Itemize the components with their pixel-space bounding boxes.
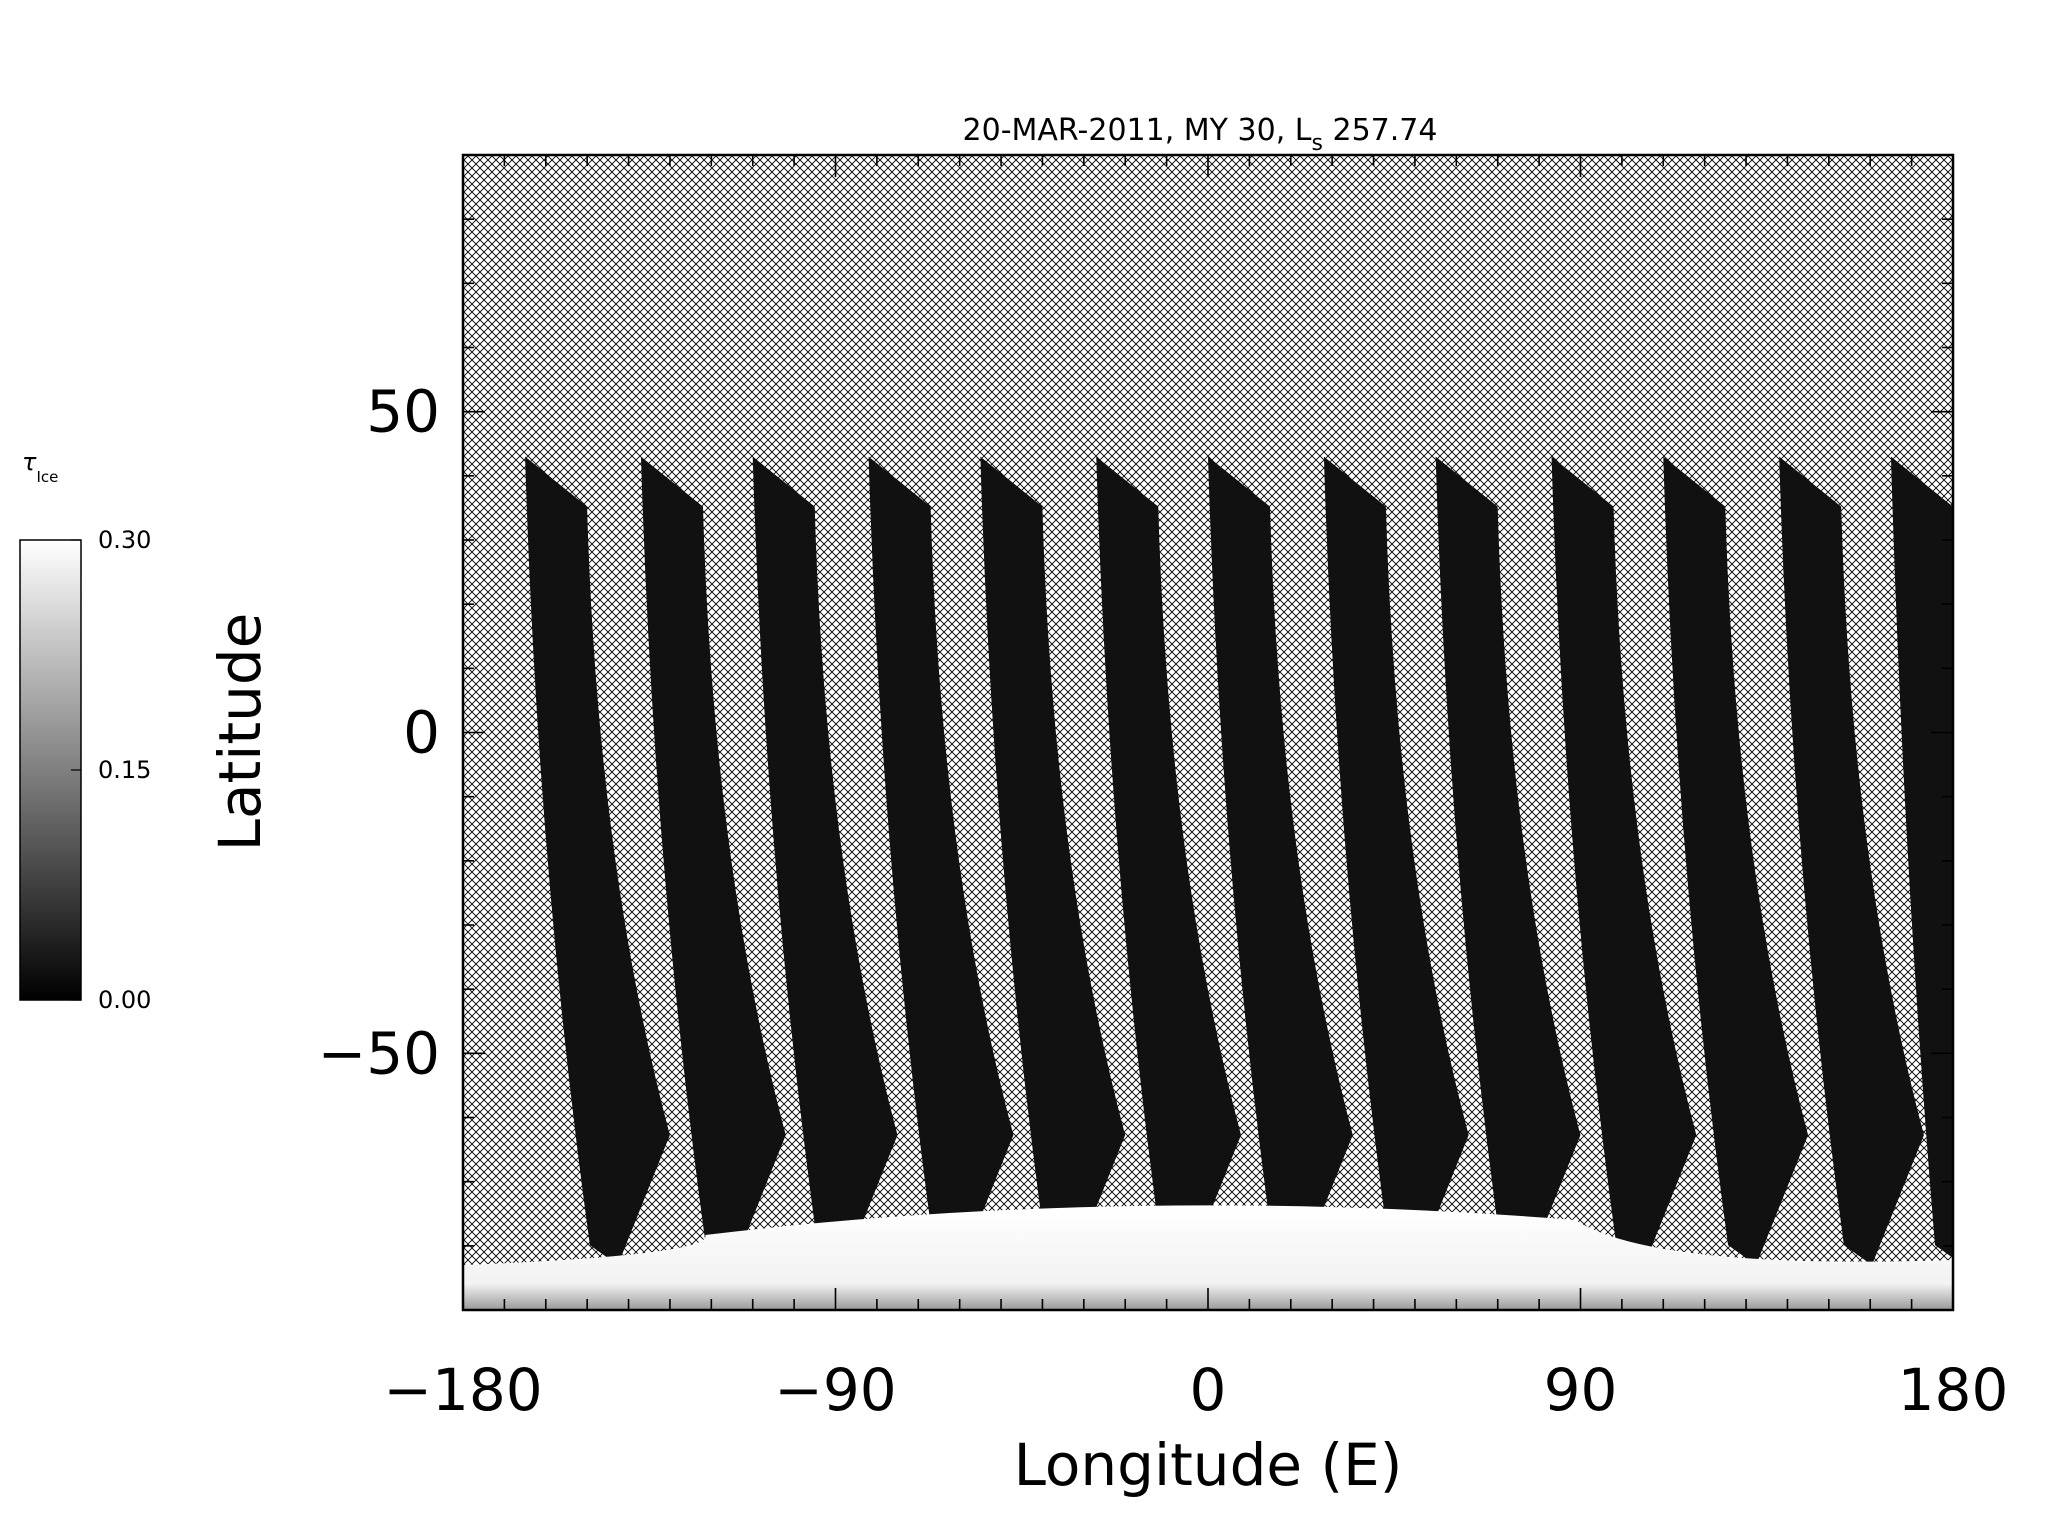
plot-area — [461, 153, 1955, 1312]
y-axis: −50 0 50 — [318, 378, 440, 1088]
swath-6 — [1096, 456, 1242, 1266]
swath-12 — [1779, 456, 1924, 1266]
x-tick-label: −180 — [383, 1356, 542, 1424]
minor-ticks — [462, 154, 1954, 1311]
swath-5 — [980, 456, 1126, 1266]
x-tick-label: 90 — [1544, 1356, 1618, 1424]
swath-13 — [1890, 456, 1953, 1258]
colorbar-label: τIce — [22, 448, 58, 486]
y-tick-label: 50 — [366, 378, 440, 446]
swath-10 — [1551, 456, 1697, 1266]
swath-7 — [1208, 456, 1353, 1266]
swath-4 — [868, 456, 1014, 1266]
swath-8 — [1323, 456, 1469, 1266]
x-tick-label: 180 — [1898, 1356, 2009, 1424]
colorbar: τIce 0.00 0.15 0.30 — [19, 448, 151, 1014]
colorbar-ticks: 0.00 0.15 0.30 — [71, 526, 151, 1014]
y-tick-label: −50 — [318, 1019, 440, 1087]
swath-11 — [1663, 456, 1809, 1266]
swath-layer — [525, 456, 1953, 1266]
x-axis: −180 −90 0 90 180 — [383, 1356, 2008, 1424]
x-axis-label: Longitude (E) — [1014, 1431, 1403, 1499]
colorbar-gradient — [19, 539, 82, 1001]
swath-9 — [1435, 456, 1581, 1266]
polar-cap — [463, 1205, 1953, 1310]
x-tick-label: 0 — [1190, 1356, 1227, 1424]
swath-2 — [640, 456, 786, 1266]
swath-1 — [525, 456, 670, 1266]
colorbar-tick-label: 0.15 — [98, 756, 151, 784]
y-tick-label: 0 — [403, 699, 440, 767]
chart-title: 20-MAR-2011, MY 30, Ls 257.74 — [963, 113, 1438, 156]
polar-cap-layer — [463, 1205, 1953, 1310]
y-axis-label: Latitude — [206, 613, 274, 852]
swath-3 — [752, 456, 898, 1266]
x-tick-label: −90 — [774, 1356, 896, 1424]
colorbar-tick-label: 0.30 — [98, 526, 151, 554]
colorbar-tick-label: 0.00 — [98, 986, 151, 1014]
